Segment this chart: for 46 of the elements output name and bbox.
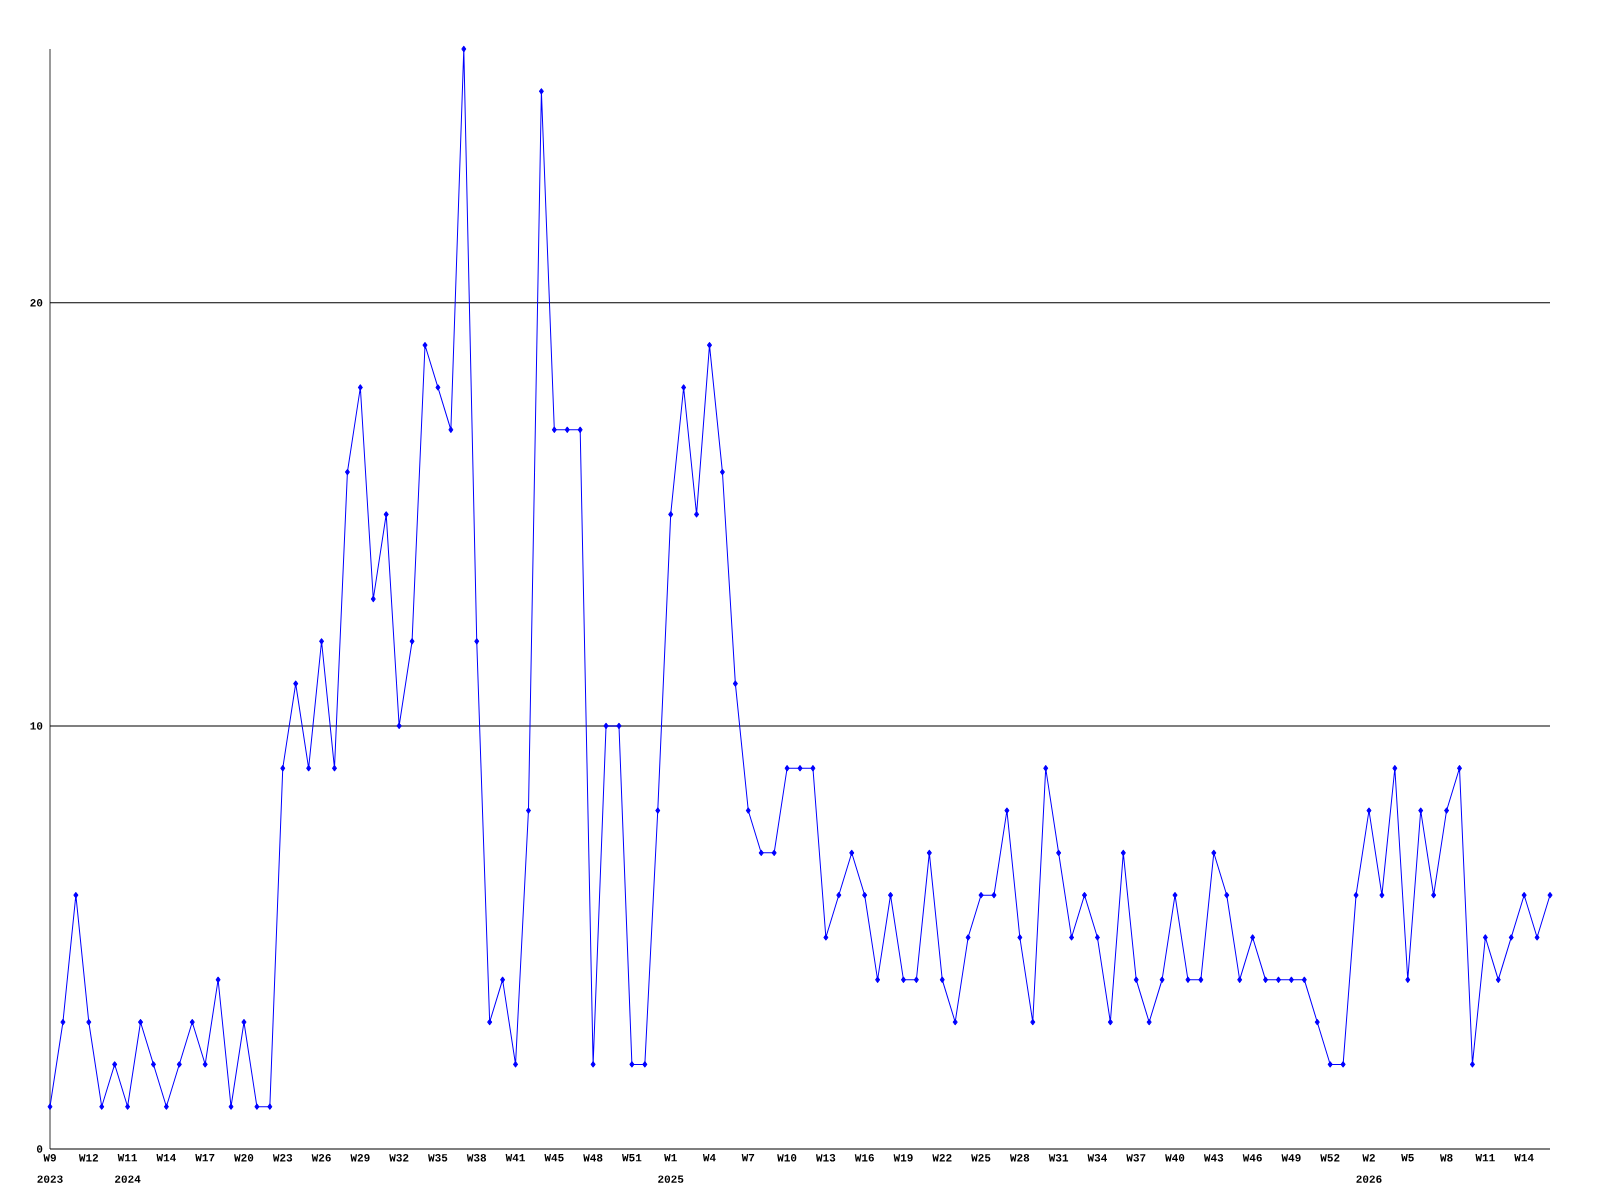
x-tick-label: W37	[1126, 1154, 1146, 1162]
x-tick-label: W31	[1048, 1154, 1069, 1162]
text: 2023	[37, 1175, 63, 1183]
text: 2024	[115, 1175, 141, 1183]
x-tick-label: W16	[854, 1154, 874, 1162]
x-tick-label: W20	[234, 1154, 254, 1162]
text: 2025	[658, 1175, 684, 1183]
x-tick-label: W1	[664, 1154, 677, 1162]
x-tick-label: W12	[78, 1154, 99, 1162]
x-tick-label: W4	[702, 1154, 716, 1162]
x-tick-label: W45	[544, 1154, 564, 1162]
x-tick-label: W46	[1242, 1154, 1262, 1162]
x-tick-label: W23	[272, 1154, 293, 1162]
y-tick-label: 0	[36, 1145, 43, 1153]
x-tick-label: W48	[583, 1154, 603, 1162]
x-tick-label: W29	[350, 1154, 370, 1162]
x-tick-label: W25	[971, 1154, 991, 1162]
x-tick-label: W26	[311, 1154, 331, 1162]
x-tick-label: W2	[1362, 1154, 1375, 1162]
x-tick-label: W52	[1320, 1154, 1340, 1162]
x-tick-label: W41	[505, 1154, 525, 1162]
x-tick-label: W11	[117, 1154, 138, 1162]
x-tick-label: W14	[1514, 1154, 1534, 1162]
y-tick-label: 10	[30, 722, 43, 730]
x-tick-label: W34	[1087, 1154, 1107, 1162]
x-tick-label: W38	[466, 1154, 487, 1162]
y-tick-label: 20	[30, 299, 43, 307]
x-tick-label: W13	[815, 1154, 836, 1162]
x-tick-label: W14	[156, 1154, 176, 1162]
x-tick-label: W35	[428, 1154, 448, 1162]
x-tick-label: W51	[622, 1154, 642, 1162]
x-tick-label: W32	[389, 1154, 409, 1162]
x-tick-label: W9	[43, 1154, 56, 1162]
x-tick-label: W49	[1281, 1154, 1301, 1162]
x-tick-label: W40	[1165, 1154, 1185, 1162]
x-tick-label: W17	[195, 1154, 215, 1162]
x-tick-label: W11	[1475, 1154, 1495, 1162]
x-tick-label: W7	[741, 1154, 755, 1162]
x-tick-label: W10	[777, 1154, 797, 1162]
x-tick-label: W28	[1009, 1154, 1030, 1162]
x-tick-label: W22	[932, 1154, 952, 1162]
x-tick-label: W5	[1401, 1154, 1414, 1162]
x-tick-label: W19	[893, 1154, 913, 1162]
x-tick-label: W43	[1203, 1154, 1224, 1162]
text: 2026	[1356, 1175, 1382, 1183]
x-tick-label: W8	[1439, 1154, 1453, 1162]
